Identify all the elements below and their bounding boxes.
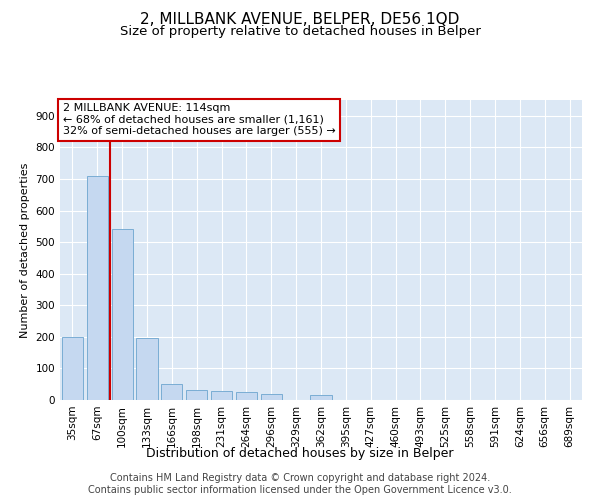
Y-axis label: Number of detached properties: Number of detached properties xyxy=(20,162,30,338)
Bar xyxy=(211,391,232,400)
Text: Contains HM Land Registry data © Crown copyright and database right 2024.
Contai: Contains HM Land Registry data © Crown c… xyxy=(88,474,512,495)
Bar xyxy=(186,390,207,400)
Bar xyxy=(236,392,257,400)
Text: Size of property relative to detached houses in Belper: Size of property relative to detached ho… xyxy=(119,25,481,38)
Bar xyxy=(261,394,282,400)
Bar xyxy=(136,338,158,400)
Bar xyxy=(87,176,108,400)
Bar xyxy=(161,384,182,400)
Text: 2, MILLBANK AVENUE, BELPER, DE56 1QD: 2, MILLBANK AVENUE, BELPER, DE56 1QD xyxy=(140,12,460,28)
Bar xyxy=(112,230,133,400)
Text: 2 MILLBANK AVENUE: 114sqm
← 68% of detached houses are smaller (1,161)
32% of se: 2 MILLBANK AVENUE: 114sqm ← 68% of detac… xyxy=(62,103,335,136)
Text: Distribution of detached houses by size in Belper: Distribution of detached houses by size … xyxy=(146,448,454,460)
Bar xyxy=(62,337,83,400)
Bar xyxy=(310,396,332,400)
